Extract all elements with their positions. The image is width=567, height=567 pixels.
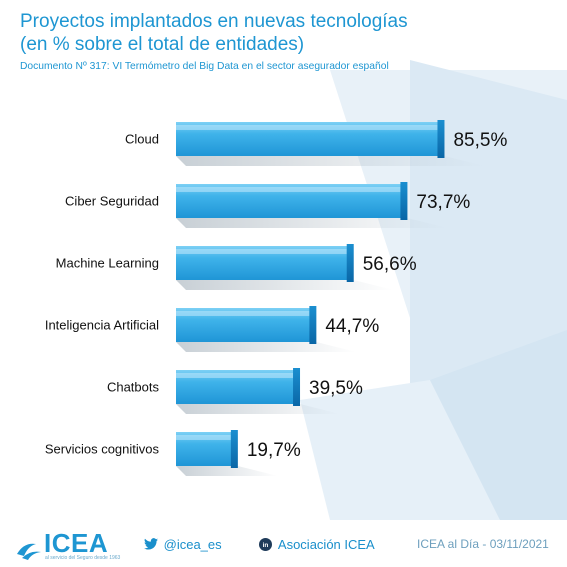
logo-text: ICEA <box>44 528 109 558</box>
twitter-handle: @icea_es <box>163 537 222 552</box>
category-label: Ciber Seguridad <box>65 194 159 209</box>
linkedin-icon: in <box>259 538 272 551</box>
bar-end-cap <box>309 306 317 344</box>
chart-title-line-1: Proyectos implantados en nuevas tecnolog… <box>20 11 408 32</box>
bar-end-cap <box>346 244 354 282</box>
bar-end-cap <box>437 120 445 158</box>
value-label: 56,6% <box>363 254 417 275</box>
value-label: 85,5% <box>453 130 507 151</box>
icea-wave-icon <box>17 543 41 560</box>
bar-shadow <box>176 342 357 352</box>
category-label: Machine Learning <box>56 256 159 271</box>
bar-group-5: Servicios cognitivos 19,7% <box>45 430 301 476</box>
bar-chart: Cloud 85,5% Ciber Seguridad 73,7% Machine Le… <box>45 120 507 476</box>
bar-group-3: Inteligencia Artificial 44,7% <box>45 306 379 352</box>
svg-text:in: in <box>263 542 269 549</box>
value-label: 39,5% <box>309 378 363 399</box>
category-label: Servicios cognitivos <box>45 442 160 457</box>
value-label: 19,7% <box>247 440 301 461</box>
bar-highlight <box>176 125 438 130</box>
bar-shadow <box>176 218 448 228</box>
category-label: Cloud <box>125 132 159 147</box>
bar-highlight <box>176 373 294 378</box>
bar-highlight <box>176 311 310 316</box>
bar-highlight <box>176 435 231 440</box>
twitter-bird-icon <box>144 538 158 550</box>
bar-shadow <box>176 466 278 476</box>
category-label: Inteligencia Artificial <box>45 318 159 333</box>
bar-highlight <box>176 187 401 192</box>
chart-subtitle: Documento Nº 317: VI Termómetro del Big … <box>20 61 389 72</box>
bar-group-0: Cloud 85,5% <box>125 120 507 166</box>
bar-shadow <box>176 280 394 290</box>
logo-tagline: al servicio del Seguro desde 1963 <box>45 555 121 561</box>
value-label: 73,7% <box>416 192 470 213</box>
bar-group-4: Chatbots 39,5% <box>107 368 363 414</box>
bar-end-cap <box>400 182 408 220</box>
bar-shadow <box>176 156 485 166</box>
bar-group-2: Machine Learning 56,6% <box>56 244 417 290</box>
bar-end-cap <box>293 368 301 406</box>
publication-date: ICEA al Día - 03/11/2021 <box>417 537 549 551</box>
bar-group-1: Ciber Seguridad 73,7% <box>65 182 470 228</box>
category-label: Chatbots <box>107 380 160 395</box>
linkedin-name: Asociación ICEA <box>277 537 375 552</box>
footer: ICEA al servicio del Seguro desde 1963 @… <box>0 520 567 567</box>
bar-end-cap <box>230 430 238 468</box>
twitter-link[interactable]: @icea_es <box>144 537 222 552</box>
bar-shadow <box>176 404 341 414</box>
chart-title-line-2: (en % sobre el total de entidades) <box>20 34 305 55</box>
chart-title: Proyectos implantados en nuevas tecnolog… <box>20 10 550 56</box>
value-label: 44,7% <box>325 316 379 337</box>
bar-highlight <box>176 249 347 254</box>
linkedin-link[interactable]: in Asociación ICEA <box>259 537 375 552</box>
